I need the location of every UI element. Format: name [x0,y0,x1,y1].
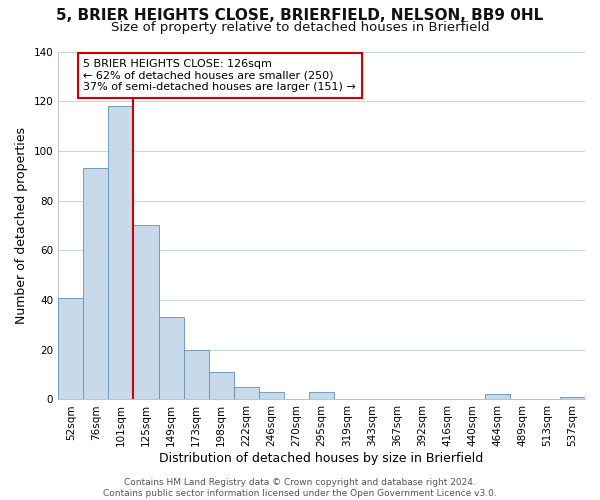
Bar [83,168,109,400]
Bar [184,350,209,400]
Bar [560,397,585,400]
Text: 5 BRIER HEIGHTS CLOSE: 126sqm
← 62% of detached houses are smaller (250)
37% of : 5 BRIER HEIGHTS CLOSE: 126sqm ← 62% of d… [83,59,356,92]
Y-axis label: Number of detached properties: Number of detached properties [15,127,28,324]
Bar [485,394,510,400]
Bar [234,387,259,400]
Bar [309,392,334,400]
Bar [58,298,83,400]
Bar [109,106,133,400]
Bar [158,318,184,400]
Text: 5, BRIER HEIGHTS CLOSE, BRIERFIELD, NELSON, BB9 0HL: 5, BRIER HEIGHTS CLOSE, BRIERFIELD, NELS… [56,8,544,22]
Bar [133,226,158,400]
Text: Contains HM Land Registry data © Crown copyright and database right 2024.
Contai: Contains HM Land Registry data © Crown c… [103,478,497,498]
Bar [209,372,234,400]
Text: Size of property relative to detached houses in Brierfield: Size of property relative to detached ho… [110,21,490,34]
X-axis label: Distribution of detached houses by size in Brierfield: Distribution of detached houses by size … [160,452,484,465]
Bar [259,392,284,400]
